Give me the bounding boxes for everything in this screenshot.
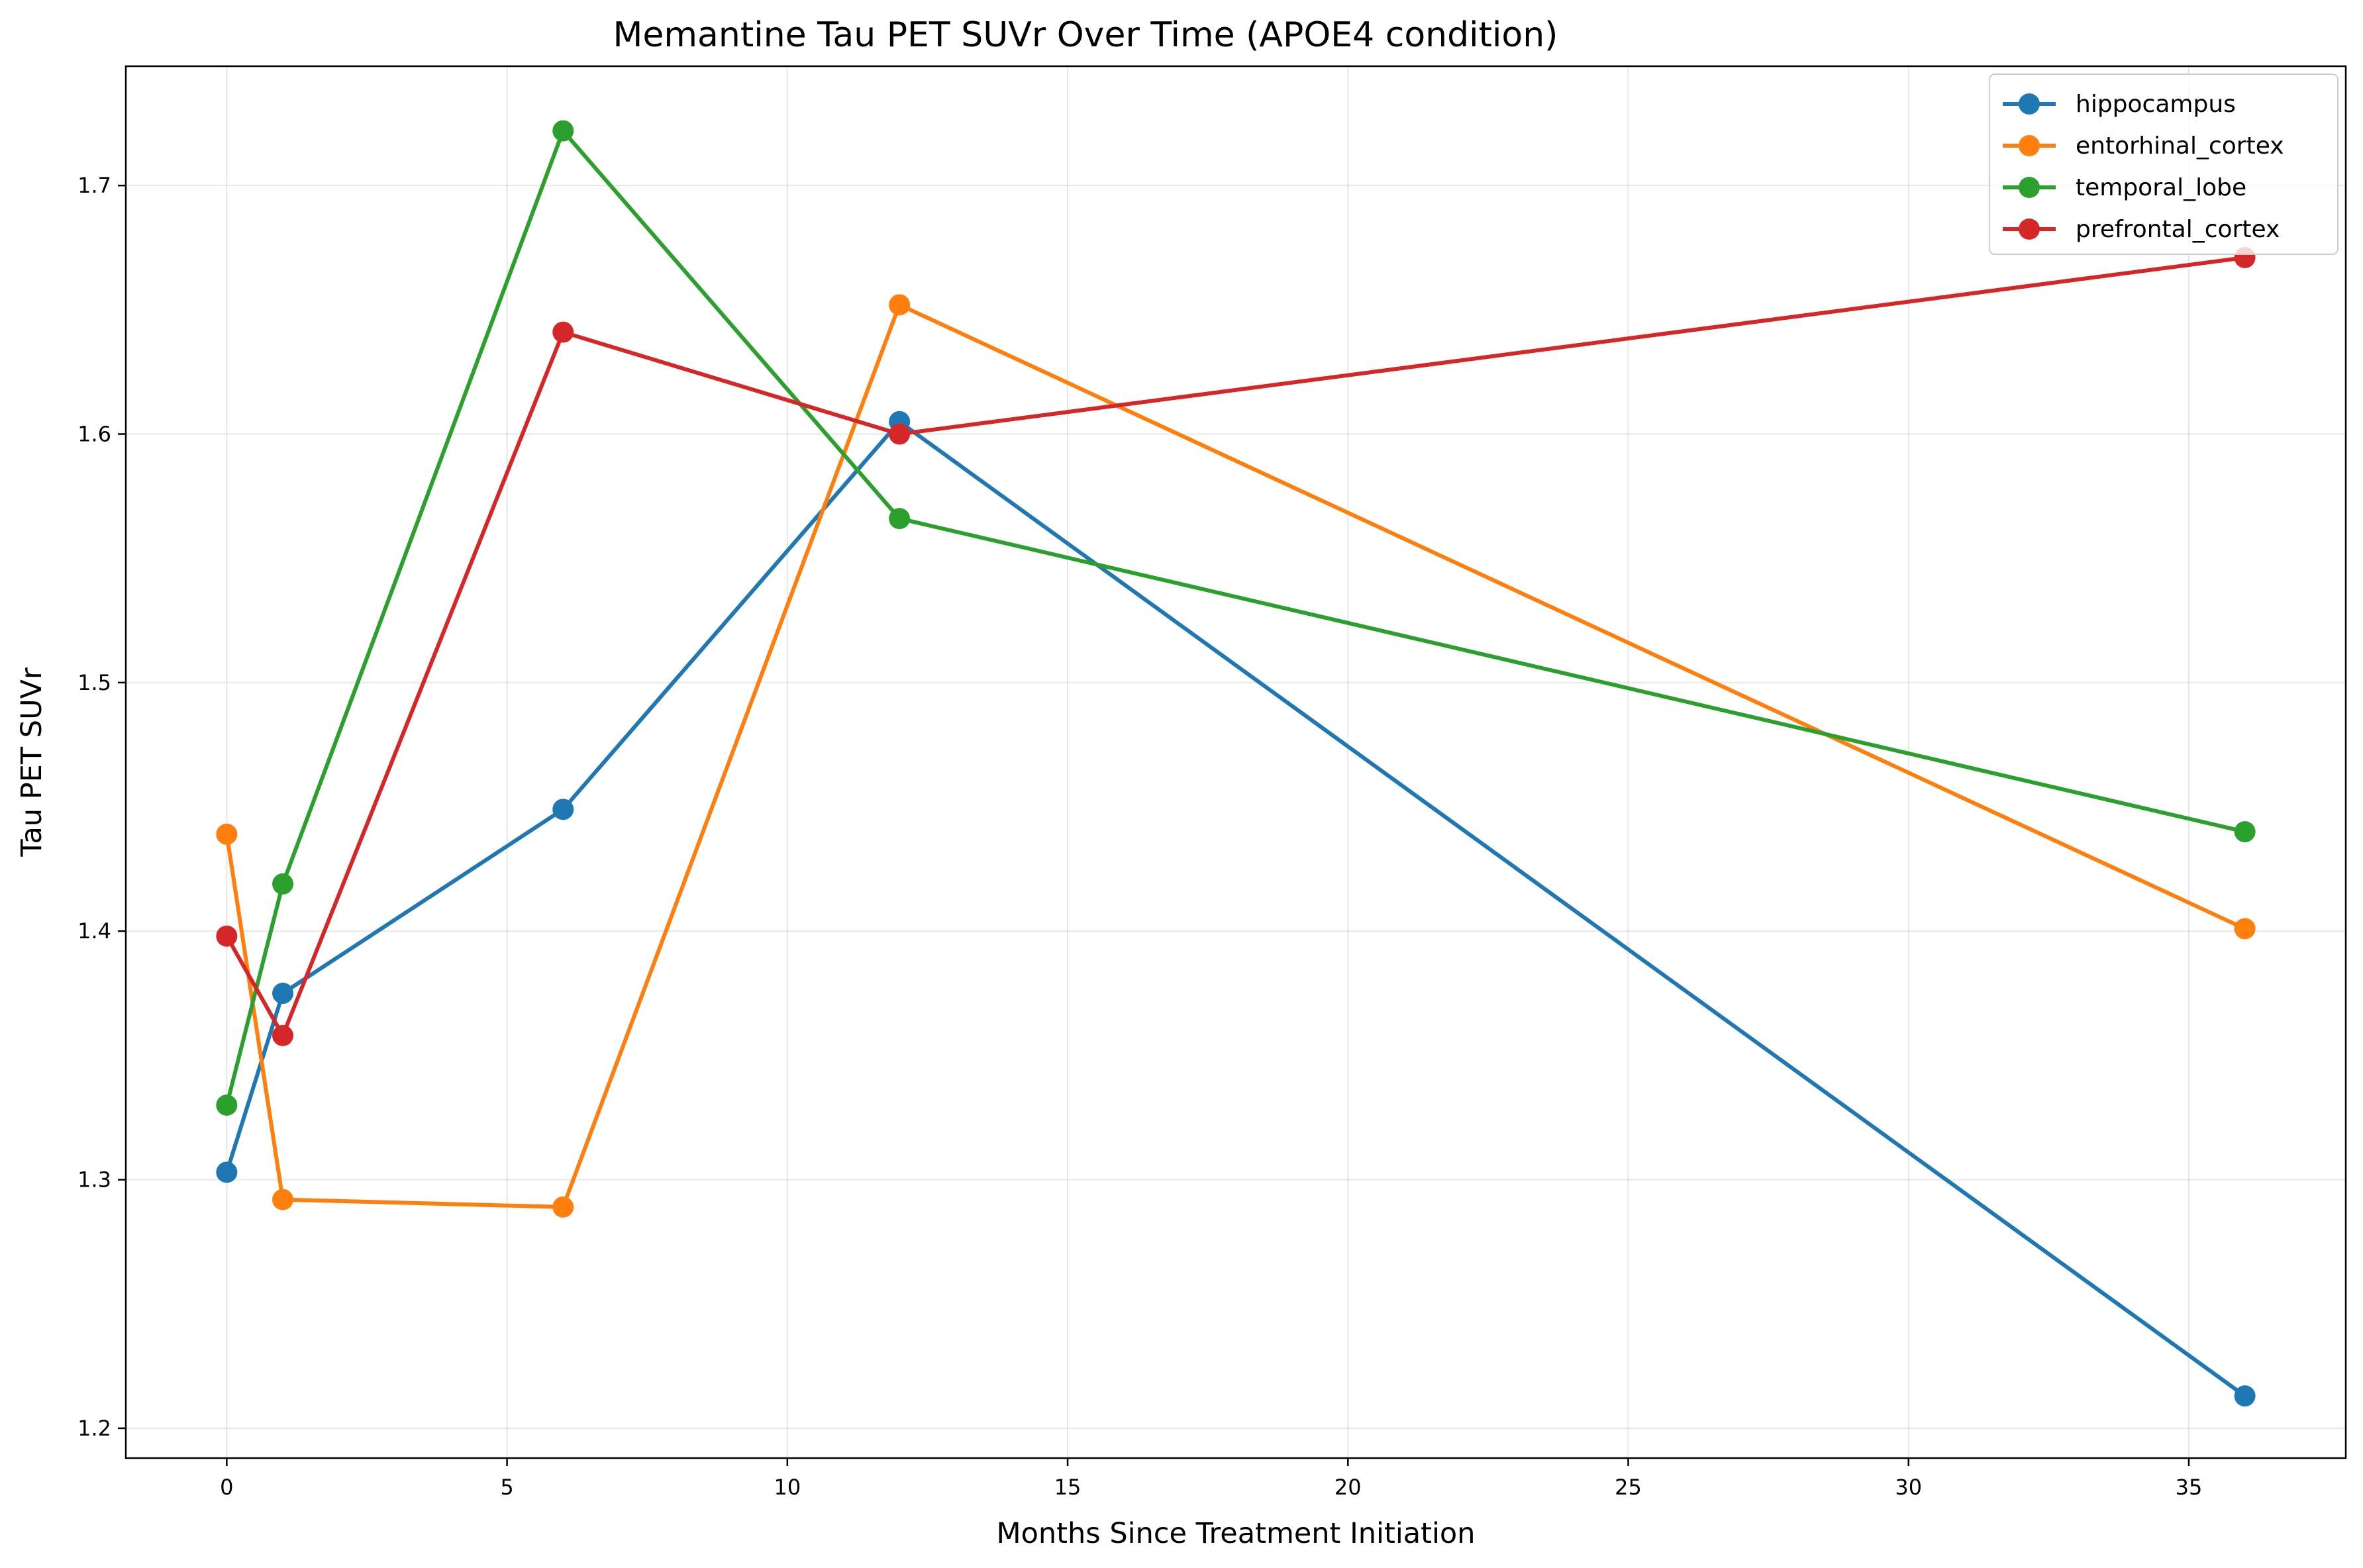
- legend-label-prefrontal-cortex: prefrontal_cortex: [2076, 216, 2280, 243]
- axis-ticks: 0 5 10 15 20 25 30 35 1.2 1.3 1.4 1.5 1.6 1.7: [77, 173, 2202, 1500]
- data-point-entorhinal-cortex: [889, 294, 911, 316]
- legend-marker-prefrontal-cortex: [2019, 219, 2040, 240]
- y-tick-label: 1.7: [77, 173, 111, 198]
- data-point-hippocampus: [552, 799, 574, 820]
- legend-marker-temporal-lobe: [2019, 177, 2040, 198]
- y-tick-label: 1.2: [77, 1416, 111, 1441]
- legend: hippocampus entorhinal_cortex temporal_lob…: [1989, 74, 2338, 255]
- data-point-hippocampus: [216, 1161, 238, 1183]
- x-tick-label: 25: [1615, 1475, 1642, 1500]
- legend-marker-hippocampus: [2019, 93, 2040, 115]
- x-tick-label: 20: [1334, 1475, 1362, 1500]
- data-point-temporal-lobe: [2234, 821, 2256, 843]
- x-tick-label: 10: [774, 1475, 801, 1500]
- legend-label-hippocampus: hippocampus: [2076, 91, 2236, 118]
- data-point-entorhinal-cortex: [216, 823, 238, 845]
- x-tick-label: 5: [500, 1475, 513, 1500]
- data-point-prefrontal-cortex: [272, 1024, 294, 1046]
- data-point-temporal-lobe: [552, 120, 574, 142]
- data-point-entorhinal-cortex: [272, 1189, 294, 1210]
- plot-frame: [125, 65, 2347, 1459]
- series-group: [216, 120, 2256, 1407]
- chart-title: Memantine Tau PET SUVr Over Time (APOE4 …: [613, 15, 1558, 55]
- data-point-entorhinal-cortex: [2234, 918, 2256, 940]
- legend-label-temporal-lobe: temporal_lobe: [2076, 174, 2246, 201]
- data-point-prefrontal-cortex: [216, 925, 238, 947]
- data-point-hippocampus: [2234, 1385, 2256, 1407]
- legend-marker-entorhinal-cortex: [2019, 135, 2040, 156]
- data-point-temporal-lobe: [889, 508, 911, 530]
- x-tick-label: 30: [1895, 1475, 1922, 1500]
- y-tick-label: 1.5: [77, 670, 111, 695]
- data-point-entorhinal-cortex: [552, 1196, 574, 1218]
- data-point-prefrontal-cortex: [889, 423, 911, 445]
- legend-label-entorhinal-cortex: entorhinal_cortex: [2076, 132, 2284, 160]
- x-tick-label: 0: [220, 1475, 233, 1500]
- data-point-prefrontal-cortex: [552, 321, 574, 343]
- grid-lines: [126, 66, 2346, 1458]
- y-axis-label: Tau PET SUVr: [15, 667, 48, 858]
- y-tick-label: 1.3: [77, 1167, 111, 1193]
- data-point-temporal-lobe: [216, 1094, 238, 1116]
- legend-box: [1989, 74, 2338, 255]
- data-point-temporal-lobe: [272, 873, 294, 895]
- x-axis-label: Months Since Treatment Initiation: [997, 1517, 1476, 1550]
- y-tick-label: 1.4: [77, 918, 111, 944]
- x-tick-label: 35: [2176, 1475, 2203, 1500]
- y-tick-label: 1.6: [77, 422, 111, 447]
- data-point-hippocampus: [272, 983, 294, 1004]
- x-tick-label: 15: [1054, 1475, 1081, 1500]
